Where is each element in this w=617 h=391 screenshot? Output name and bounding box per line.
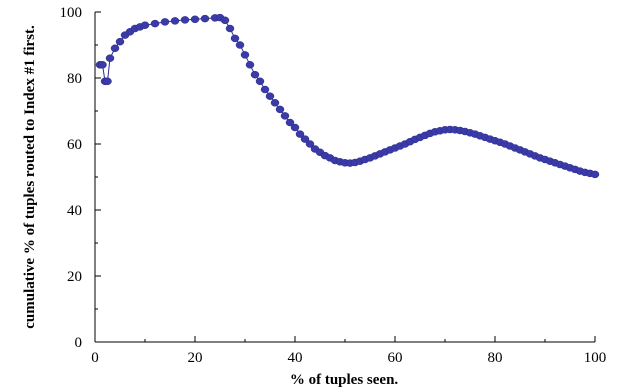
- data-point: [235, 41, 245, 49]
- data-point: [265, 92, 275, 100]
- series-points: [95, 13, 600, 179]
- y-axis-ticks: 0 20 40 60 80 100: [60, 5, 101, 351]
- x-tick-label: 80: [488, 350, 503, 366]
- x-tick-label: 20: [188, 350, 203, 366]
- x-tick-label: 0: [91, 350, 99, 366]
- data-point: [250, 70, 260, 79]
- y-tick-label: 80: [67, 71, 82, 87]
- y-tick-label: 100: [60, 5, 83, 21]
- data-point: [290, 123, 300, 132]
- plot-area: 0 20 40 60 80 100 0 20 40 60 80 100: [60, 5, 607, 366]
- data-point: [190, 15, 200, 24]
- data-point: [590, 170, 600, 179]
- data-point: [285, 118, 295, 127]
- data-point: [150, 19, 160, 28]
- x-tick-label: 60: [388, 350, 403, 366]
- x-tick-label: 40: [288, 350, 303, 366]
- data-point: [110, 44, 120, 53]
- x-axis-title: % of tuples seen.: [290, 372, 399, 388]
- y-tick-label: 20: [67, 269, 82, 285]
- data-point: [240, 51, 250, 59]
- data-point: [225, 24, 235, 33]
- y-tick-label: 0: [75, 335, 83, 351]
- data-point: [200, 14, 210, 23]
- data-point: [230, 34, 240, 43]
- data-point: [140, 21, 150, 29]
- data-point: [305, 140, 315, 148]
- x-axis-ticks: 0 20 40 60 80 100: [91, 336, 606, 366]
- data-point: [103, 77, 112, 86]
- data-point: [270, 99, 280, 107]
- data-point: [170, 17, 180, 25]
- y-tick-label: 40: [67, 203, 82, 219]
- data-point: [220, 16, 230, 25]
- data-point: [280, 112, 290, 120]
- data-point: [115, 37, 125, 46]
- data-point: [275, 105, 285, 114]
- data-point: [295, 130, 305, 138]
- data-point: [245, 61, 255, 69]
- x-tick-label: 100: [584, 350, 607, 366]
- data-point: [98, 61, 107, 69]
- data-point: [160, 18, 170, 26]
- data-point: [105, 54, 115, 62]
- data-point: [260, 85, 270, 94]
- data-point: [300, 135, 310, 143]
- y-axis-title: cumulative % of tuples routed to Index #…: [22, 25, 38, 329]
- data-point: [180, 16, 190, 24]
- data-point: [255, 77, 265, 86]
- y-tick-label: 60: [67, 137, 82, 153]
